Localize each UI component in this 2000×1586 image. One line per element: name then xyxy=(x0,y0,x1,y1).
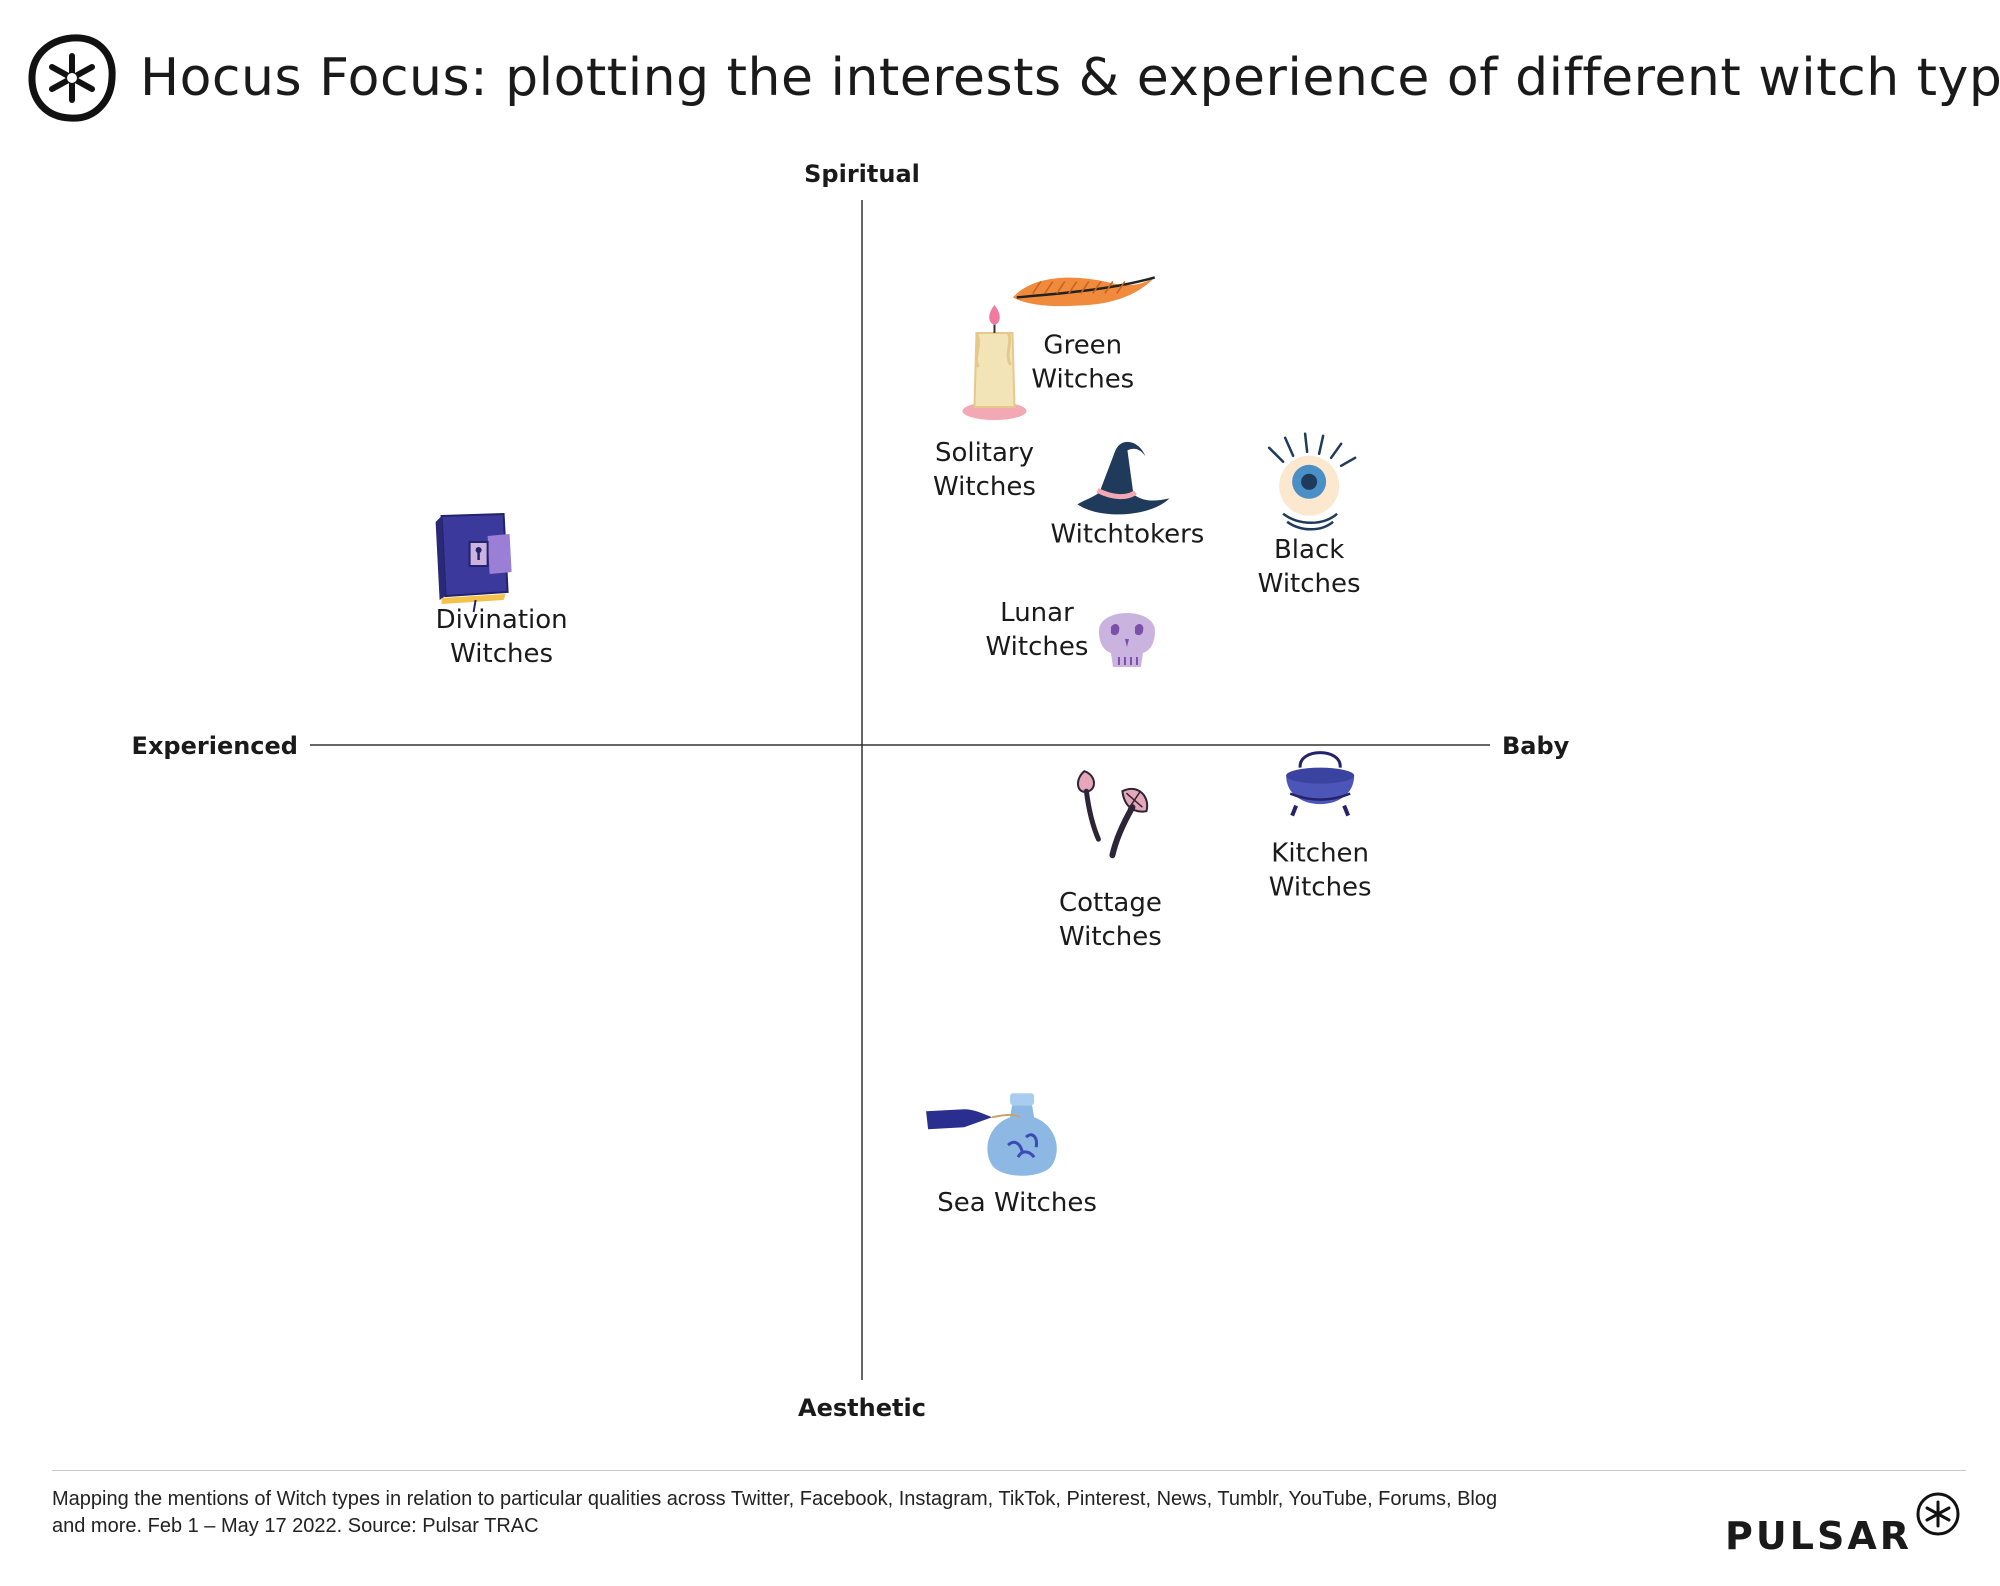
point-label: Lunar Witches xyxy=(986,598,1089,662)
witch-hat-icon xyxy=(1077,441,1170,515)
potion-bottle-icon xyxy=(926,1093,1057,1176)
data-point: Solitary Witches xyxy=(933,305,1036,502)
point-label: Black Witches xyxy=(1258,535,1361,599)
brand-logo: PULSAR xyxy=(1725,1490,1962,1558)
data-point: Sea Witches xyxy=(926,1093,1097,1218)
data-point: Kitchen Witches xyxy=(1269,751,1372,903)
data-point: Green Witches xyxy=(1012,276,1156,394)
point-label: Sea Witches xyxy=(937,1188,1097,1218)
skull-icon xyxy=(1098,613,1155,667)
spellbook-icon xyxy=(435,512,512,613)
feather-icon xyxy=(1012,276,1156,307)
cauldron-icon xyxy=(1286,751,1355,817)
axes: Spiritual Aesthetic Experienced Baby xyxy=(132,160,1570,1422)
point-label: Kitchen Witches xyxy=(1269,839,1372,903)
point-label: Divination Witches xyxy=(436,605,568,669)
data-point: Cottage Witches xyxy=(1059,770,1162,952)
data-point: Black Witches xyxy=(1258,432,1361,599)
pulsar-asterisk-icon xyxy=(1916,1492,1960,1536)
header: Hocus Focus: plotting the interests & ex… xyxy=(26,30,2000,126)
axis-label-left: Experienced xyxy=(132,732,298,760)
page-title: Hocus Focus: plotting the interests & ex… xyxy=(140,48,2000,108)
axis-label-right: Baby xyxy=(1502,732,1570,760)
eye-icon xyxy=(1267,432,1357,531)
quadrant-chart: Spiritual Aesthetic Experienced Baby Gre… xyxy=(132,160,1570,1422)
mushroom-icon xyxy=(1077,770,1149,859)
candle-icon xyxy=(962,305,1027,420)
axis-label-bottom: Aesthetic xyxy=(798,1394,926,1422)
data-point: Lunar Witches xyxy=(986,598,1155,667)
data-point: Witchtokers xyxy=(1051,441,1205,549)
axis-label-top: Spiritual xyxy=(804,160,920,188)
point-label: Cottage Witches xyxy=(1059,888,1162,952)
data-point: Divination Witches xyxy=(435,512,568,669)
point-label: Green Witches xyxy=(1031,330,1134,394)
point-label: Solitary Witches xyxy=(933,438,1036,502)
pulsar-asterisk-circle-icon xyxy=(28,34,116,122)
brand-wordmark: PULSAR xyxy=(1725,1514,1912,1558)
footer-caption: Mapping the mentions of Witch types in r… xyxy=(52,1488,1498,1537)
footer-divider xyxy=(52,1470,1966,1471)
data-points: Green Witches Solitary Witches Witchtokers Bl… xyxy=(435,276,1372,1218)
point-label: Witchtokers xyxy=(1051,519,1205,549)
